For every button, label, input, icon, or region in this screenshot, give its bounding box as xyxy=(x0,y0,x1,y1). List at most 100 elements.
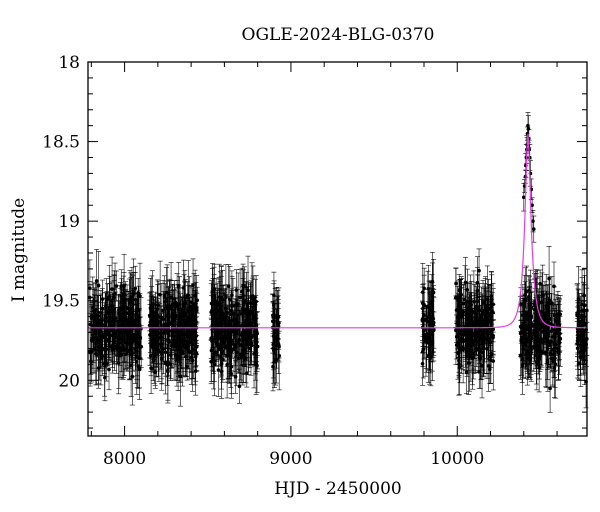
data-point xyxy=(92,325,98,352)
data-point xyxy=(271,334,277,388)
data-point xyxy=(431,297,437,362)
y-tick-label: 19 xyxy=(58,212,80,232)
data-point xyxy=(540,294,546,355)
data-point xyxy=(476,248,482,293)
data-point xyxy=(172,284,178,314)
data-point xyxy=(129,297,135,340)
data-point xyxy=(473,290,479,355)
data-point xyxy=(176,262,182,310)
data-point xyxy=(471,317,477,351)
data-point xyxy=(96,251,102,321)
data-point xyxy=(471,270,477,333)
data-point xyxy=(456,273,462,307)
data-point xyxy=(456,332,462,374)
data-point xyxy=(551,261,557,311)
data-point xyxy=(525,313,531,340)
data-point xyxy=(456,339,462,396)
data-point xyxy=(149,291,155,333)
data-point xyxy=(427,293,433,355)
data-point xyxy=(234,318,240,387)
data-point xyxy=(215,318,221,356)
data-point xyxy=(219,337,225,390)
data-point xyxy=(520,298,526,368)
data-point xyxy=(99,336,105,376)
data-point xyxy=(487,284,493,344)
data-point xyxy=(109,281,115,330)
data-point xyxy=(175,321,181,350)
data-point xyxy=(229,300,235,359)
data-point xyxy=(148,339,154,372)
data-point xyxy=(220,285,226,342)
data-point xyxy=(550,304,556,356)
data-point xyxy=(129,347,135,406)
data-point xyxy=(121,272,127,342)
data-point xyxy=(171,311,177,381)
data-point xyxy=(580,319,586,357)
data-point xyxy=(132,302,138,348)
data-point xyxy=(218,266,224,332)
x-axis: 8000 9000 10000 xyxy=(90,62,558,469)
data-point xyxy=(243,287,249,332)
data-point xyxy=(192,269,198,322)
y-axis: 18 18.5 19 19.5 20 xyxy=(42,53,587,429)
data-point xyxy=(128,312,134,355)
data-point xyxy=(488,329,494,384)
data-point xyxy=(89,321,95,383)
y-tick-label: 18.5 xyxy=(42,133,80,153)
data-point xyxy=(185,333,191,361)
data-point xyxy=(169,283,175,347)
y-tick-label: 19.5 xyxy=(42,292,80,312)
x-tick-label: 9000 xyxy=(269,449,312,469)
data-point xyxy=(110,326,116,374)
data-point xyxy=(481,303,487,344)
data-point xyxy=(578,295,584,353)
data-point xyxy=(557,315,563,352)
plot-frame xyxy=(87,61,588,437)
data-point xyxy=(188,285,194,319)
data-point xyxy=(188,310,194,359)
chart-title: OGLE-2024-BLG-0370 xyxy=(242,25,435,45)
x-tick-label: 10000 xyxy=(430,449,484,469)
data-point xyxy=(125,318,131,346)
data-point xyxy=(427,339,433,374)
data-point xyxy=(490,288,496,321)
data-point xyxy=(209,280,215,327)
data-point xyxy=(222,289,228,357)
data-point xyxy=(547,363,553,413)
data-point xyxy=(453,267,459,300)
data-point xyxy=(537,276,543,329)
data-point xyxy=(475,274,481,345)
data-point xyxy=(111,275,117,344)
data-point xyxy=(271,280,277,349)
y-tick-label: 20 xyxy=(58,371,80,391)
data-point xyxy=(453,295,459,366)
data-point xyxy=(536,338,542,380)
data-point xyxy=(249,262,255,331)
data-point xyxy=(132,313,138,361)
data-point xyxy=(244,321,250,365)
data-point xyxy=(177,287,183,348)
model-curve xyxy=(88,133,587,329)
data-point xyxy=(156,322,162,382)
data-point xyxy=(181,285,187,348)
data-point xyxy=(581,267,587,324)
data-point xyxy=(157,260,163,329)
data-point xyxy=(531,215,537,243)
data-point xyxy=(117,324,123,354)
x-axis-label: HJD - 2450000 xyxy=(274,479,402,499)
data-point xyxy=(574,283,580,344)
data-point xyxy=(237,309,243,381)
data-point xyxy=(485,319,491,360)
data-point xyxy=(97,308,103,335)
data-point xyxy=(174,273,180,336)
data-point xyxy=(217,329,223,367)
data-point xyxy=(95,294,101,355)
data-point xyxy=(467,292,473,350)
data-point xyxy=(212,308,218,340)
data-point xyxy=(544,290,550,338)
data-point xyxy=(421,318,427,359)
data-point xyxy=(529,299,535,335)
data-point xyxy=(103,321,109,378)
data-point xyxy=(522,281,528,309)
data-point xyxy=(275,295,281,340)
